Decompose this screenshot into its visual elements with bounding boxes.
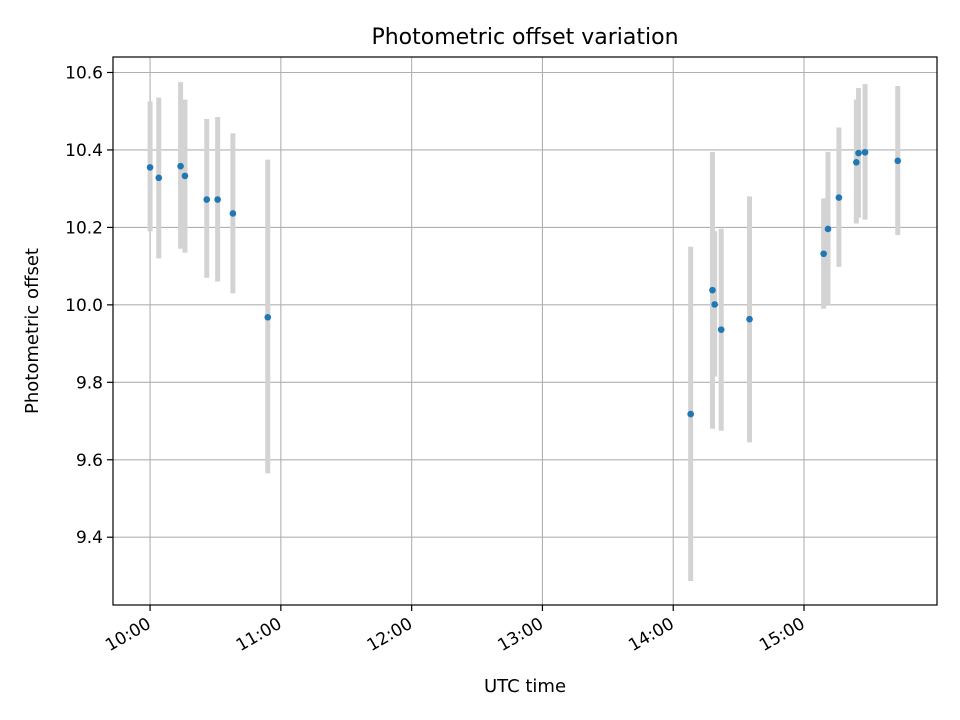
- data-point: [746, 315, 753, 323]
- data-point: [177, 162, 184, 170]
- data-point: [894, 157, 902, 165]
- data-point: [855, 149, 862, 157]
- data-point: [853, 159, 860, 166]
- data-point: [687, 410, 694, 418]
- plot-area: [113, 57, 937, 605]
- data-point: [181, 172, 189, 180]
- data-point: [214, 196, 221, 203]
- data-point: [229, 210, 237, 217]
- data-point: [861, 148, 869, 156]
- y-tick-label: 10.6: [65, 63, 103, 83]
- plot-frame: [112, 56, 938, 606]
- y-tick-label: 9.6: [76, 451, 103, 471]
- y-tick-label: 10.0: [65, 296, 103, 316]
- y-axis-label: Photometric offset: [22, 248, 43, 414]
- data-point: [820, 250, 827, 258]
- data-point: [711, 301, 718, 308]
- data-point: [146, 164, 154, 171]
- y-tick-label: 9.8: [76, 373, 103, 393]
- data-point: [824, 225, 832, 233]
- y-tick-label: 9.4: [76, 528, 103, 548]
- data-point: [717, 326, 725, 333]
- data-point: [155, 174, 163, 182]
- data-point: [709, 286, 716, 294]
- y-tick-label: 10.4: [65, 141, 103, 161]
- x-axis-label: UTC time: [484, 676, 566, 697]
- data-point: [203, 196, 211, 203]
- y-tick-label: 10.2: [65, 218, 103, 238]
- data-points: [146, 148, 902, 418]
- chart-title: Photometric offset variation: [371, 25, 678, 50]
- data-point: [264, 313, 272, 321]
- data-point: [835, 194, 843, 201]
- grid-lines: [113, 57, 937, 605]
- y-axis-ticks: 9.4 9.6 9.8 10.0 10.2 10.4 10.6: [65, 63, 113, 548]
